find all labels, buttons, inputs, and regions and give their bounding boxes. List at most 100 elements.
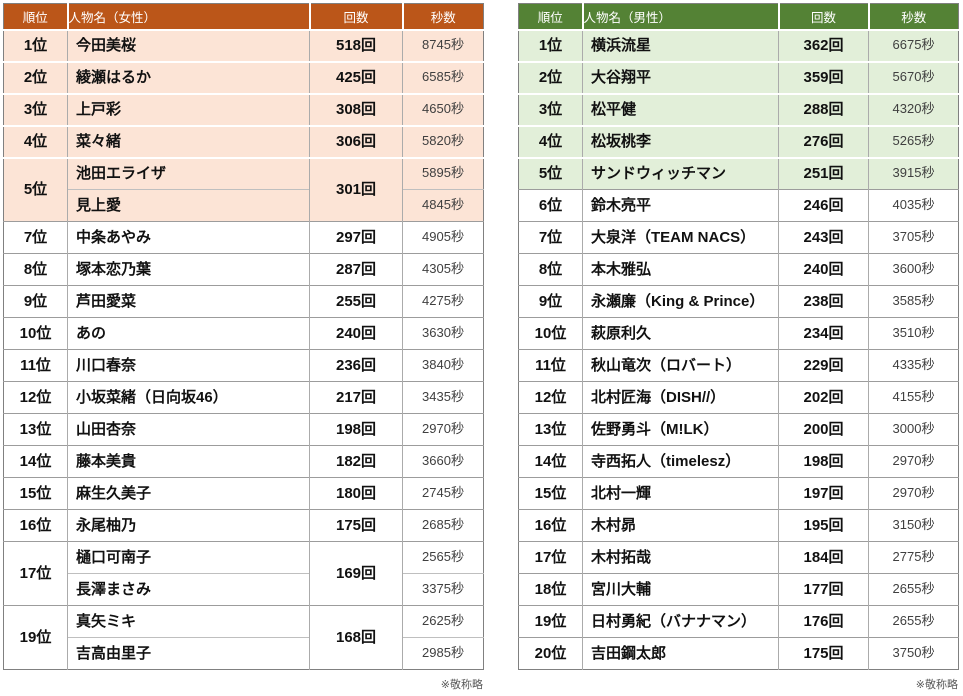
rank-cell: 9位 <box>3 285 68 318</box>
name-cell: 藤本美貴 <box>67 445 310 478</box>
rank-row: 10位 萩原利久 234回 3510秒 <box>518 317 959 350</box>
seconds-cell: 5820秒 <box>402 124 484 158</box>
count-cell: 240回 <box>778 253 869 286</box>
count-cell: 202回 <box>778 381 869 414</box>
rank-cell: 10位 <box>518 317 583 350</box>
rank-cell: 11位 <box>518 349 583 382</box>
rank-cell: 14位 <box>518 445 583 478</box>
name-cell: 北村匠海（DISH//） <box>582 381 779 414</box>
rank-row: 12位 小坂菜緒（日向坂46） 217回 3435秒 <box>3 381 484 414</box>
name-cell: 樋口可南子 <box>67 541 310 574</box>
seconds-cell: 6675秒 <box>868 28 959 62</box>
name-cell: 山田杏奈 <box>67 413 310 446</box>
rank-cell: 16位 <box>518 509 583 542</box>
name-cell: 本木雅弘 <box>582 253 779 286</box>
ranking-tables: 順位 人物名（女性） 回数 秒数 1位 今田美桜 518回 8745秒 2位 綾瀬はるか 425回 6… <box>3 3 959 692</box>
rank-cell: 5位 <box>3 156 68 222</box>
seconds-cell: 2970秒 <box>402 413 484 446</box>
name-cell: 北村一輝 <box>582 477 779 510</box>
rank-row: 11位 秋山竜次（ロバート） 229回 4335秒 <box>518 349 959 382</box>
name-cell: 日村勇紀（バナナマン） <box>582 605 779 638</box>
name-cell: 吉田鋼太郎 <box>582 637 779 670</box>
name-cell: 芦田愛菜 <box>67 285 310 318</box>
rank-row: 3位 上戸彩 308回 4650秒 <box>3 92 484 126</box>
seconds-cell: 4275秒 <box>402 285 484 318</box>
count-cell: 425回 <box>309 60 403 94</box>
column-header-rank: 順位 <box>3 3 68 31</box>
seconds-cell: 8745秒 <box>402 28 484 62</box>
rank-row: 7位 大泉洋（TEAM NACS） 243回 3705秒 <box>518 221 959 254</box>
rank-row: 17位 樋口可南子 169回 2565秒 <box>3 541 484 606</box>
seconds-cell: 5670秒 <box>868 60 959 94</box>
rank-row: 19位 真矢ミキ 168回 2625秒 <box>3 605 484 670</box>
seconds-cell: 4335秒 <box>868 349 959 382</box>
name-cell: 鈴木亮平 <box>582 189 779 222</box>
rank-cell: 10位 <box>3 317 68 350</box>
count-cell: 240回 <box>309 317 403 350</box>
name-cell: 寺西拓人（timelesz） <box>582 445 779 478</box>
name-cell: 横浜流星 <box>582 28 779 62</box>
name-cell: 上戸彩 <box>67 92 310 126</box>
count-cell: 175回 <box>309 509 403 542</box>
rank-cell: 8位 <box>518 253 583 286</box>
count-cell: 197回 <box>778 477 869 510</box>
count-cell: 195回 <box>778 509 869 542</box>
seconds-cell: 3840秒 <box>402 349 484 382</box>
rank-row: 5位 池田エライザ 301回 5895秒 <box>3 156 484 222</box>
seconds-cell: 3750秒 <box>868 637 959 670</box>
count-cell: 236回 <box>309 349 403 382</box>
seconds-cell: 2745秒 <box>402 477 484 510</box>
seconds-cell: 3375秒 <box>402 573 484 606</box>
rank-cell: 19位 <box>3 605 68 670</box>
rank-row: 15位 麻生久美子 180回 2745秒 <box>3 477 484 510</box>
count-cell: 287回 <box>309 253 403 286</box>
rank-cell: 12位 <box>518 381 583 414</box>
name-cell: 見上愛 <box>67 189 310 222</box>
rank-cell: 17位 <box>518 541 583 574</box>
name-cell: 小坂菜緒（日向坂46） <box>67 381 310 414</box>
rank-row: 1位 今田美桜 518回 8745秒 <box>3 28 484 62</box>
rank-cell: 19位 <box>518 605 583 638</box>
count-cell: 359回 <box>778 60 869 94</box>
name-cell: 佐野勇斗（M!LK） <box>582 413 779 446</box>
seconds-cell: 3630秒 <box>402 317 484 350</box>
rank-cell: 12位 <box>3 381 68 414</box>
seconds-cell: 3585秒 <box>868 285 959 318</box>
count-cell: 180回 <box>309 477 403 510</box>
name-cell: 菜々緒 <box>67 124 310 158</box>
seconds-cell: 5895秒 <box>402 156 484 190</box>
count-cell: 243回 <box>778 221 869 254</box>
count-cell: 200回 <box>778 413 869 446</box>
seconds-cell: 2655秒 <box>868 605 959 638</box>
seconds-cell: 3705秒 <box>868 221 959 254</box>
name-cell: 綾瀬はるか <box>67 60 310 94</box>
count-cell: 297回 <box>309 221 403 254</box>
rank-cell: 14位 <box>3 445 68 478</box>
seconds-cell: 3510秒 <box>868 317 959 350</box>
rank-row: 12位 北村匠海（DISH//） 202回 4155秒 <box>518 381 959 414</box>
column-header-count: 回数 <box>308 3 403 31</box>
rank-row: 14位 寺西拓人（timelesz） 198回 2970秒 <box>518 445 959 478</box>
name-cell: 麻生久美子 <box>67 477 310 510</box>
rank-row: 2位 綾瀬はるか 425回 6585秒 <box>3 60 484 94</box>
rank-cell: 7位 <box>3 221 68 254</box>
seconds-cell: 2685秒 <box>402 509 484 542</box>
rank-row: 20位 吉田鋼太郎 175回 3750秒 <box>518 637 959 670</box>
rank-cell: 3位 <box>518 92 583 126</box>
count-cell: 177回 <box>778 573 869 606</box>
rank-row: 3位 松平健 288回 4320秒 <box>518 92 959 126</box>
column-header-secs: 秒数 <box>401 3 484 31</box>
name-cell: 宮川大輔 <box>582 573 779 606</box>
rank-row: 13位 佐野勇斗（M!LK） 200回 3000秒 <box>518 413 959 446</box>
name-cell: 秋山竜次（ロバート） <box>582 349 779 382</box>
seconds-cell: 4035秒 <box>868 189 959 222</box>
rank-cell: 6位 <box>518 189 583 222</box>
name-cell: 永瀬廉（King & Prince） <box>582 285 779 318</box>
name-cell: 中条あやみ <box>67 221 310 254</box>
count-cell: 306回 <box>309 124 403 158</box>
honorifics-note-male: ※敬称略 <box>915 679 958 691</box>
count-cell: 518回 <box>309 28 403 62</box>
rank-cell: 4位 <box>3 124 68 158</box>
rank-row: 8位 塚本恋乃葉 287回 4305秒 <box>3 253 484 286</box>
